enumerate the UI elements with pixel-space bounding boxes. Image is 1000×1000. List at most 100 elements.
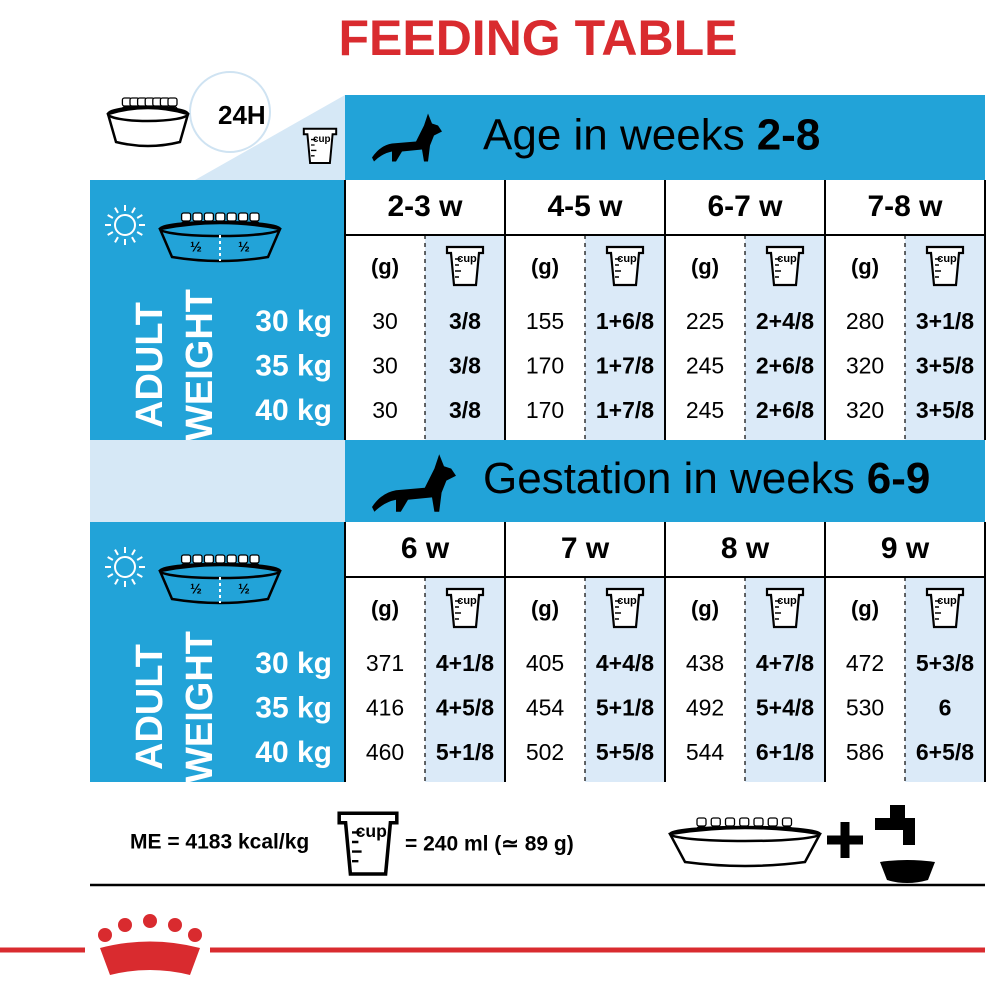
column-header: 8 w (721, 532, 770, 565)
heading-text: Age in weeks (483, 110, 745, 159)
cup-icon: cup (765, 245, 805, 287)
cup-value: 4+5/8 (436, 695, 494, 721)
section-heading-band (345, 440, 985, 522)
grams-value: 30 (372, 353, 398, 379)
sun-icon (105, 205, 145, 245)
bowl-icon (668, 817, 822, 868)
grams-value: 155 (526, 308, 564, 334)
column-header: 2-3 w (387, 190, 463, 223)
weight-label: 40 kg (255, 394, 332, 427)
dog-icon (372, 454, 456, 512)
heading-range: 6-9 (867, 454, 931, 503)
grams-value: 280 (846, 308, 884, 334)
cup-label: cup (777, 595, 797, 607)
cup-label: cup (617, 595, 637, 607)
grams-value: 586 (846, 739, 884, 765)
column-header: 9 w (881, 532, 930, 565)
cup-outline (925, 245, 965, 287)
half-label: ½ (190, 581, 202, 597)
energy-note: ME = 4183 kcal/kg (130, 831, 309, 854)
kibble (167, 97, 178, 107)
cup-value: 6+5/8 (916, 739, 974, 765)
sun-ray (131, 549, 136, 556)
column-header: 6-7 w (707, 190, 783, 223)
kibble (180, 212, 192, 222)
section-heading: Gestation in weeks 6-9 (483, 454, 930, 503)
bowl-rim (668, 825, 822, 843)
cup-scale (310, 138, 317, 157)
sun-ray (131, 578, 136, 585)
sun-core (114, 214, 136, 236)
sun-ray (114, 549, 119, 556)
sun-ray (136, 573, 143, 578)
cup-scale (615, 258, 621, 278)
cup-icon: cup (765, 587, 805, 629)
cup-icon: cup (925, 587, 965, 629)
kibble (237, 554, 249, 564)
water-icon (875, 805, 935, 883)
kibble (215, 212, 226, 222)
sun-ray (136, 556, 143, 561)
kibble (203, 212, 215, 222)
kibble (710, 817, 721, 827)
title: FEEDING TABLE (338, 10, 737, 66)
cup-value: 3/8 (449, 308, 481, 334)
crown-jewel (168, 918, 182, 932)
sun-ray (107, 556, 114, 561)
kibble (226, 212, 237, 222)
bowl-rim (106, 105, 190, 123)
sun-ray (114, 578, 119, 585)
cup-value: 3+5/8 (916, 353, 974, 379)
plus-sign (827, 822, 863, 858)
cup-outline (445, 245, 485, 287)
tap (875, 805, 915, 845)
header-diagonal (195, 95, 345, 180)
cup-scale (351, 831, 362, 863)
grams-value: 170 (526, 353, 564, 379)
cup-icon: cup (605, 587, 645, 629)
kibble (203, 554, 215, 564)
column-header: 7 w (561, 532, 610, 565)
weight-axis-label: ADULT (129, 302, 171, 428)
cup-value: 3/8 (449, 397, 481, 423)
grams-header: (g) (851, 596, 879, 621)
cup-value: 3+1/8 (916, 308, 974, 334)
cup-scale (775, 600, 781, 620)
cup-scale (935, 258, 941, 278)
grams-header: (g) (531, 254, 559, 279)
bowl-icon (106, 97, 190, 148)
grams-value: 492 (686, 695, 724, 721)
grams-value: 30 (372, 308, 398, 334)
cup-value: 5+5/8 (596, 739, 654, 765)
cup-value: 3+5/8 (916, 397, 974, 423)
grams-header: (g) (691, 254, 719, 279)
grams-value: 320 (846, 353, 884, 379)
sun-ray (114, 207, 119, 214)
column-header: 7-8 w (867, 190, 943, 223)
cup-value: 6 (939, 695, 952, 721)
kibble (753, 817, 764, 827)
cup-scale (775, 258, 781, 278)
grams-value: 460 (366, 739, 404, 765)
column-header: 6 w (401, 532, 450, 565)
cup-value: 5+4/8 (756, 695, 814, 721)
cup-equivalent: = 240 ml (≃ 89 g) (405, 833, 574, 856)
cup-icon: cup (605, 245, 645, 287)
cup-icon: cup (925, 245, 965, 287)
dog-icon (372, 113, 442, 162)
kibble (781, 817, 793, 827)
cup-value: 1+7/8 (596, 353, 654, 379)
kibble (249, 554, 260, 564)
cup-label: cup (777, 253, 797, 265)
sun-ray (136, 231, 143, 236)
sun-ray (131, 236, 136, 243)
cup-outline (445, 587, 485, 629)
sun-ray (107, 214, 114, 219)
sun-ray (107, 573, 114, 578)
grams-value: 472 (846, 650, 884, 676)
cup-outline (605, 245, 645, 287)
kibble (767, 817, 778, 827)
cup-value: 1+6/8 (596, 308, 654, 334)
